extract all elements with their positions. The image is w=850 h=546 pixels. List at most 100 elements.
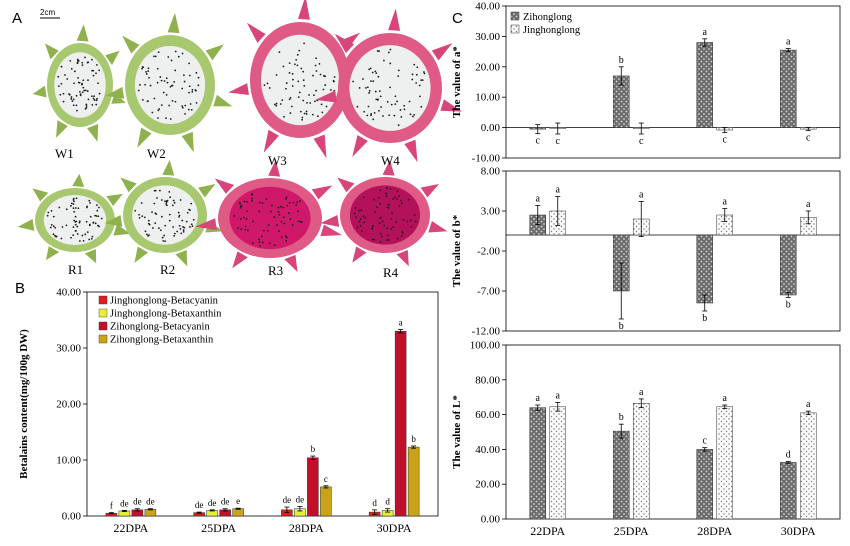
seed: [98, 69, 101, 72]
significance-letter: a: [703, 27, 708, 38]
seed: [74, 207, 77, 209]
seed: [151, 211, 153, 214]
seed: [189, 226, 191, 228]
seed: [297, 220, 300, 223]
seed: [376, 206, 378, 209]
seed: [252, 220, 254, 223]
y-tick-label: 30.00: [475, 31, 500, 43]
seed: [383, 59, 385, 62]
seed: [95, 64, 98, 66]
seed: [92, 74, 95, 77]
y-tick-label: -7.00: [477, 286, 500, 298]
seed: [397, 69, 400, 72]
seed: [185, 220, 188, 223]
seed: [168, 104, 171, 107]
significance-letter: b: [619, 321, 624, 332]
seed: [258, 201, 261, 204]
seed: [413, 63, 416, 66]
seed: [268, 242, 271, 245]
bar: [232, 508, 244, 517]
seed: [306, 101, 308, 104]
seed: [57, 75, 60, 78]
seed: [258, 210, 261, 213]
bract: [431, 43, 453, 61]
seed: [55, 235, 57, 238]
bract: [352, 246, 367, 263]
seed: [85, 103, 88, 106]
bar: [529, 407, 546, 520]
seed: [97, 215, 100, 218]
seed: [159, 229, 162, 232]
seed: [165, 117, 167, 119]
y-tick-label: 20.00: [56, 399, 81, 411]
bract: [162, 160, 175, 176]
seed: [60, 237, 63, 240]
seed: [168, 213, 171, 216]
seed: [69, 59, 72, 62]
bract: [113, 224, 131, 236]
seed: [379, 202, 382, 205]
seed: [62, 92, 65, 95]
seed: [89, 215, 92, 218]
seed: [291, 85, 294, 87]
seed: [389, 48, 392, 51]
seed: [77, 76, 79, 79]
seed: [358, 220, 361, 223]
seed: [68, 93, 71, 96]
bract: [167, 12, 180, 34]
seed: [75, 220, 78, 223]
seed: [134, 209, 137, 212]
seed: [88, 238, 91, 241]
seed: [148, 76, 150, 79]
seed: [73, 219, 76, 222]
seed: [82, 239, 85, 242]
seed: [154, 55, 157, 58]
seed: [86, 61, 89, 64]
seed: [181, 219, 184, 222]
seed: [356, 226, 359, 229]
seed: [46, 214, 49, 217]
seed: [282, 65, 285, 68]
seed: [372, 80, 375, 83]
seed: [147, 70, 150, 72]
seed: [333, 80, 335, 83]
significance-letter: f: [110, 501, 113, 511]
seed: [277, 210, 280, 213]
significance-letter: a: [806, 199, 811, 210]
seed: [91, 104, 94, 106]
seed: [303, 85, 306, 87]
seed: [72, 197, 75, 200]
seed: [409, 113, 412, 116]
seed: [296, 64, 299, 67]
seed: [176, 230, 179, 233]
seed: [296, 210, 299, 213]
significance-letter: a: [556, 185, 561, 196]
seed: [398, 205, 401, 207]
seed: [141, 65, 144, 68]
seed: [181, 87, 184, 90]
seed: [140, 202, 143, 204]
flesh: [229, 186, 311, 250]
seed: [57, 85, 60, 88]
seed: [273, 216, 276, 218]
seed: [81, 234, 84, 237]
seed: [270, 210, 273, 213]
bract: [297, 0, 310, 20]
seed: [302, 79, 305, 82]
seed: [161, 236, 164, 239]
seed: [378, 90, 381, 93]
fruit-label-w2: W2: [147, 146, 166, 161]
y-axis-label: The value of L*: [451, 395, 463, 469]
fruit-w4: [315, 8, 463, 163]
seed: [379, 189, 382, 192]
seed: [280, 236, 283, 238]
seed: [386, 101, 389, 103]
seed: [290, 105, 293, 108]
seed: [281, 99, 284, 102]
seed: [166, 199, 169, 202]
fruit-w2: [105, 12, 233, 153]
flesh: [54, 52, 106, 118]
seed: [95, 72, 97, 75]
seed: [406, 220, 409, 223]
seed: [387, 238, 390, 241]
